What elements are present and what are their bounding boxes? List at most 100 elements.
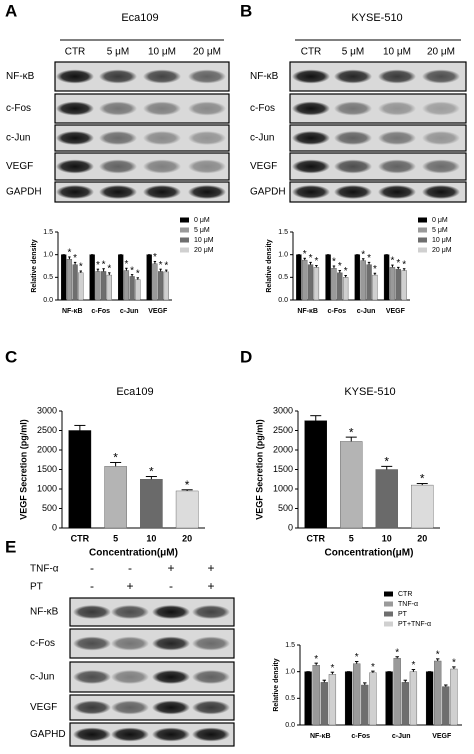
blot-band bbox=[292, 131, 330, 145]
legend-label: 20 μM bbox=[432, 247, 452, 254]
condition-sign: - bbox=[169, 579, 173, 593]
blot-band bbox=[334, 69, 372, 84]
blot-band bbox=[56, 185, 94, 199]
blot-row-label: c-Fos bbox=[30, 638, 55, 649]
blot-band bbox=[422, 101, 460, 116]
y-tick-label: 0.5 bbox=[43, 274, 53, 281]
significance: * bbox=[371, 662, 375, 673]
x-tick-label: CTR bbox=[307, 533, 326, 543]
significance: * bbox=[436, 650, 440, 661]
legend-label: PT bbox=[398, 611, 408, 618]
bar bbox=[360, 260, 366, 301]
blot-band bbox=[143, 69, 181, 84]
significance: * bbox=[390, 256, 394, 267]
bar bbox=[157, 271, 164, 301]
bar bbox=[383, 254, 390, 301]
condition-label: PT bbox=[30, 582, 43, 593]
bar bbox=[106, 274, 112, 301]
y-tick-label: 0 bbox=[288, 522, 293, 532]
x-tick-label: 10 bbox=[382, 533, 392, 543]
legend-swatch bbox=[180, 247, 189, 253]
significance: * bbox=[395, 647, 399, 658]
blot-band bbox=[422, 131, 460, 145]
legend-label: TNF-α bbox=[398, 601, 418, 608]
legend-swatch bbox=[180, 227, 189, 233]
legend-swatch bbox=[180, 217, 189, 223]
legend-swatch bbox=[180, 237, 189, 243]
legend-label: 10 μM bbox=[432, 237, 452, 244]
lane-label: 5 μM bbox=[342, 47, 364, 58]
bar bbox=[68, 430, 92, 529]
bar bbox=[296, 254, 302, 301]
significance: * bbox=[113, 451, 118, 465]
bar bbox=[395, 268, 401, 301]
x-tick-label: 20 bbox=[417, 533, 427, 543]
bar bbox=[361, 684, 369, 726]
significance: * bbox=[102, 259, 106, 270]
blot-band bbox=[292, 69, 330, 84]
x-tick-label: c-Fos bbox=[91, 308, 110, 315]
blot-band bbox=[111, 605, 149, 619]
bar bbox=[375, 469, 398, 529]
blot-band bbox=[143, 185, 181, 199]
significance: * bbox=[107, 263, 111, 274]
significance: * bbox=[420, 472, 425, 486]
y-tick-label: 1.0 bbox=[278, 252, 288, 259]
significance: * bbox=[373, 264, 377, 275]
significance: * bbox=[79, 262, 83, 273]
blot-row-label: VEGF bbox=[30, 702, 57, 713]
y-tick-label: 0.0 bbox=[285, 722, 295, 729]
blot-band bbox=[334, 101, 372, 116]
y-axis-label: Relative density bbox=[31, 239, 38, 292]
significance: * bbox=[355, 652, 359, 663]
blot-band bbox=[188, 101, 226, 116]
bar bbox=[95, 271, 101, 301]
legend-swatch bbox=[384, 621, 393, 627]
blot-row-label: VEGF bbox=[6, 161, 33, 172]
blot-band bbox=[143, 101, 181, 116]
significance: * bbox=[361, 249, 365, 260]
panel-label: E bbox=[5, 537, 16, 556]
blot-band bbox=[334, 185, 372, 199]
bar bbox=[61, 254, 67, 301]
legend-swatch bbox=[384, 591, 393, 597]
blot-band bbox=[422, 159, 460, 174]
legend-swatch bbox=[418, 237, 427, 243]
y-tick-label: 2000 bbox=[37, 444, 57, 454]
legend-label: 0 μM bbox=[194, 217, 210, 224]
bar bbox=[393, 658, 401, 726]
blot-row-label: GAPDH bbox=[6, 187, 42, 198]
x-tick-label: 10 bbox=[146, 533, 156, 543]
significance: * bbox=[67, 248, 71, 259]
lane-label: CTR bbox=[301, 47, 322, 58]
blot-row-label: NF-κB bbox=[6, 71, 35, 82]
blot-band bbox=[73, 700, 111, 715]
blot-band bbox=[378, 69, 416, 84]
significance: * bbox=[338, 261, 342, 272]
blot-row-label: NF-κB bbox=[30, 607, 59, 618]
chart-title: Eca109 bbox=[116, 386, 153, 398]
panel-label: D bbox=[240, 347, 252, 366]
bar bbox=[123, 270, 130, 301]
blot-band bbox=[334, 159, 372, 174]
lane-label: 10 μM bbox=[148, 47, 176, 58]
bar bbox=[66, 259, 73, 301]
blot-band bbox=[334, 131, 372, 145]
x-tick-label: VEGF bbox=[386, 308, 406, 315]
x-tick-label: c-Jun bbox=[392, 733, 411, 740]
blot-row-label: c-Jun bbox=[250, 133, 274, 144]
x-axis-label: Concentration(μM) bbox=[325, 548, 414, 559]
y-tick-label: 1.0 bbox=[43, 252, 53, 259]
blot-row-label: c-Fos bbox=[6, 103, 31, 114]
blot-band bbox=[99, 101, 137, 116]
significance: * bbox=[303, 249, 307, 260]
blot-row-label: GAPDH bbox=[250, 187, 286, 198]
blot-band bbox=[378, 159, 416, 174]
bar bbox=[344, 671, 353, 726]
blot-band bbox=[188, 159, 226, 174]
blot-band bbox=[192, 636, 230, 651]
blot-band bbox=[99, 159, 137, 174]
legend-label: 0 μM bbox=[432, 217, 448, 224]
significance: * bbox=[73, 253, 77, 264]
significance: * bbox=[344, 266, 348, 277]
